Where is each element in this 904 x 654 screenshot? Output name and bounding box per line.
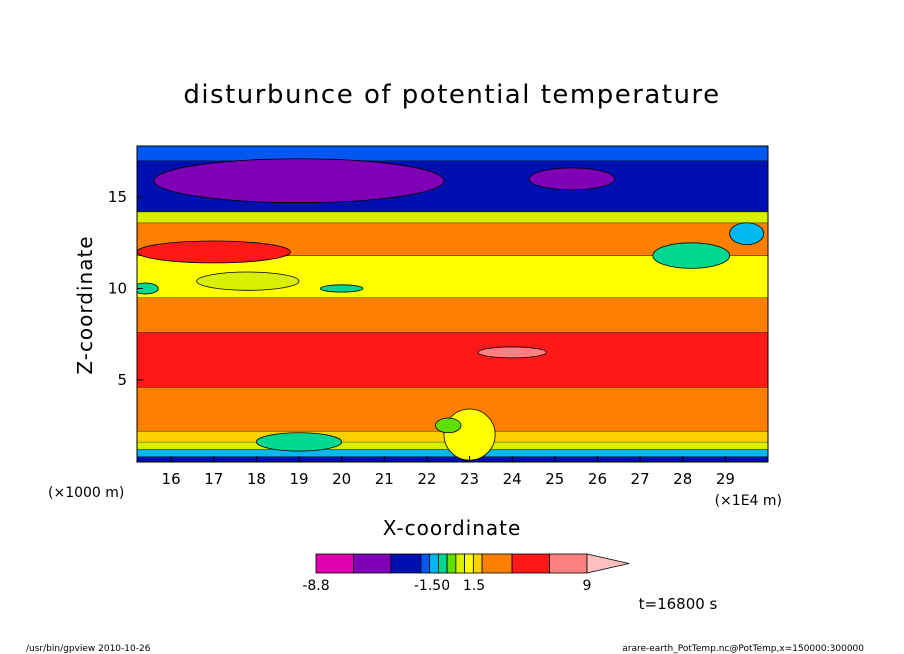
colorbar-segment-8 [464,553,474,574]
contour-blobs [137,158,765,461]
plot-area [137,146,768,462]
x-unit-right: (×1E4 m) [715,493,782,509]
contour-band-5 [137,332,768,388]
time-label: t=16800 s [639,595,718,613]
x-tick-label-1: 17 [204,470,223,488]
contour-band-6 [137,297,768,333]
x-tick-label-7: 23 [460,470,479,488]
contour-blob-11 [255,432,343,452]
x-tick-label-4: 20 [332,470,351,488]
contour-blob-1 [528,167,615,191]
colorbar-segment-12 [549,553,588,574]
colorbar-arrow [586,553,630,574]
colorbar-segment-1 [353,553,392,574]
colorbar-segment-0 [315,553,354,574]
colorbar-segment-6 [446,553,457,574]
x-tick-label-2: 18 [247,470,266,488]
contour-blob-3 [477,346,547,359]
x-tick-label-3: 19 [289,470,308,488]
x-tick-label-8: 24 [503,470,522,488]
footer-left: /usr/bin/gpview 2010-10-26 [26,644,151,654]
contour-blob-0 [153,158,445,204]
colorbar-labels: -8.8 -1.50 1.5 9 [302,578,591,594]
colorbar-label-neg: -1.50 [414,578,450,594]
y-tick-label-1: 10 [108,279,127,297]
contour-blob-7 [729,222,765,246]
x-tick-label-12: 28 [673,470,692,488]
x-tick-label-10: 26 [588,470,607,488]
contour-band-9 [137,211,768,223]
contour-blob-2 [137,240,291,264]
x-tick-label-5: 21 [375,470,394,488]
colorbar-segment-3 [420,553,431,574]
contour-blob-6 [652,242,731,269]
x-axis-ticks: 16 17 18 19 20 21 22 23 24 25 26 27 28 29 [162,456,735,488]
contour-blob-10 [435,417,462,434]
y-axis-ticks: 5 10 15 [108,188,143,389]
plot-frame [136,145,769,463]
chart-title: disturbunce of potential temperature [183,80,720,110]
x-unit-left: (×1000 m) [48,485,124,501]
contour-band-11 [137,146,768,161]
x-axis-label: X-coordinate [383,516,522,540]
y-tick-label-0: 5 [117,371,127,389]
x-tick-label-6: 22 [417,470,436,488]
colorbar-segment-5 [437,553,448,574]
contour-blob-8 [196,271,300,291]
colorbar-segment-2 [390,553,422,574]
x-tick-label-11: 27 [631,470,650,488]
colorbar-segment-11 [511,553,550,574]
contour-blob-5 [319,284,364,293]
y-tick-label-2: 15 [108,188,127,206]
colorbar-segment-9 [472,553,483,574]
footer-right: arare-earth_PotTemp.nc@PotTemp,x=150000:… [622,644,864,654]
x-tick-label-0: 16 [162,470,181,488]
y-axis-label: Z-coordinate [73,235,97,374]
colorbar-label-max: 9 [583,578,592,594]
colorbar-label-min: -8.8 [302,578,329,594]
colorbar-segment-10 [481,553,513,574]
x-tick-label-9: 25 [545,470,564,488]
colorbar-label-pos: 1.5 [463,578,485,594]
contour-band-0 [137,456,768,462]
colorbar [315,553,630,574]
x-tick-label-13: 29 [716,470,735,488]
colorbar-segment-7 [455,553,466,574]
contour-blob-9 [443,408,496,461]
colorbar-segment-4 [429,553,439,574]
contour-blob-4 [137,282,159,295]
